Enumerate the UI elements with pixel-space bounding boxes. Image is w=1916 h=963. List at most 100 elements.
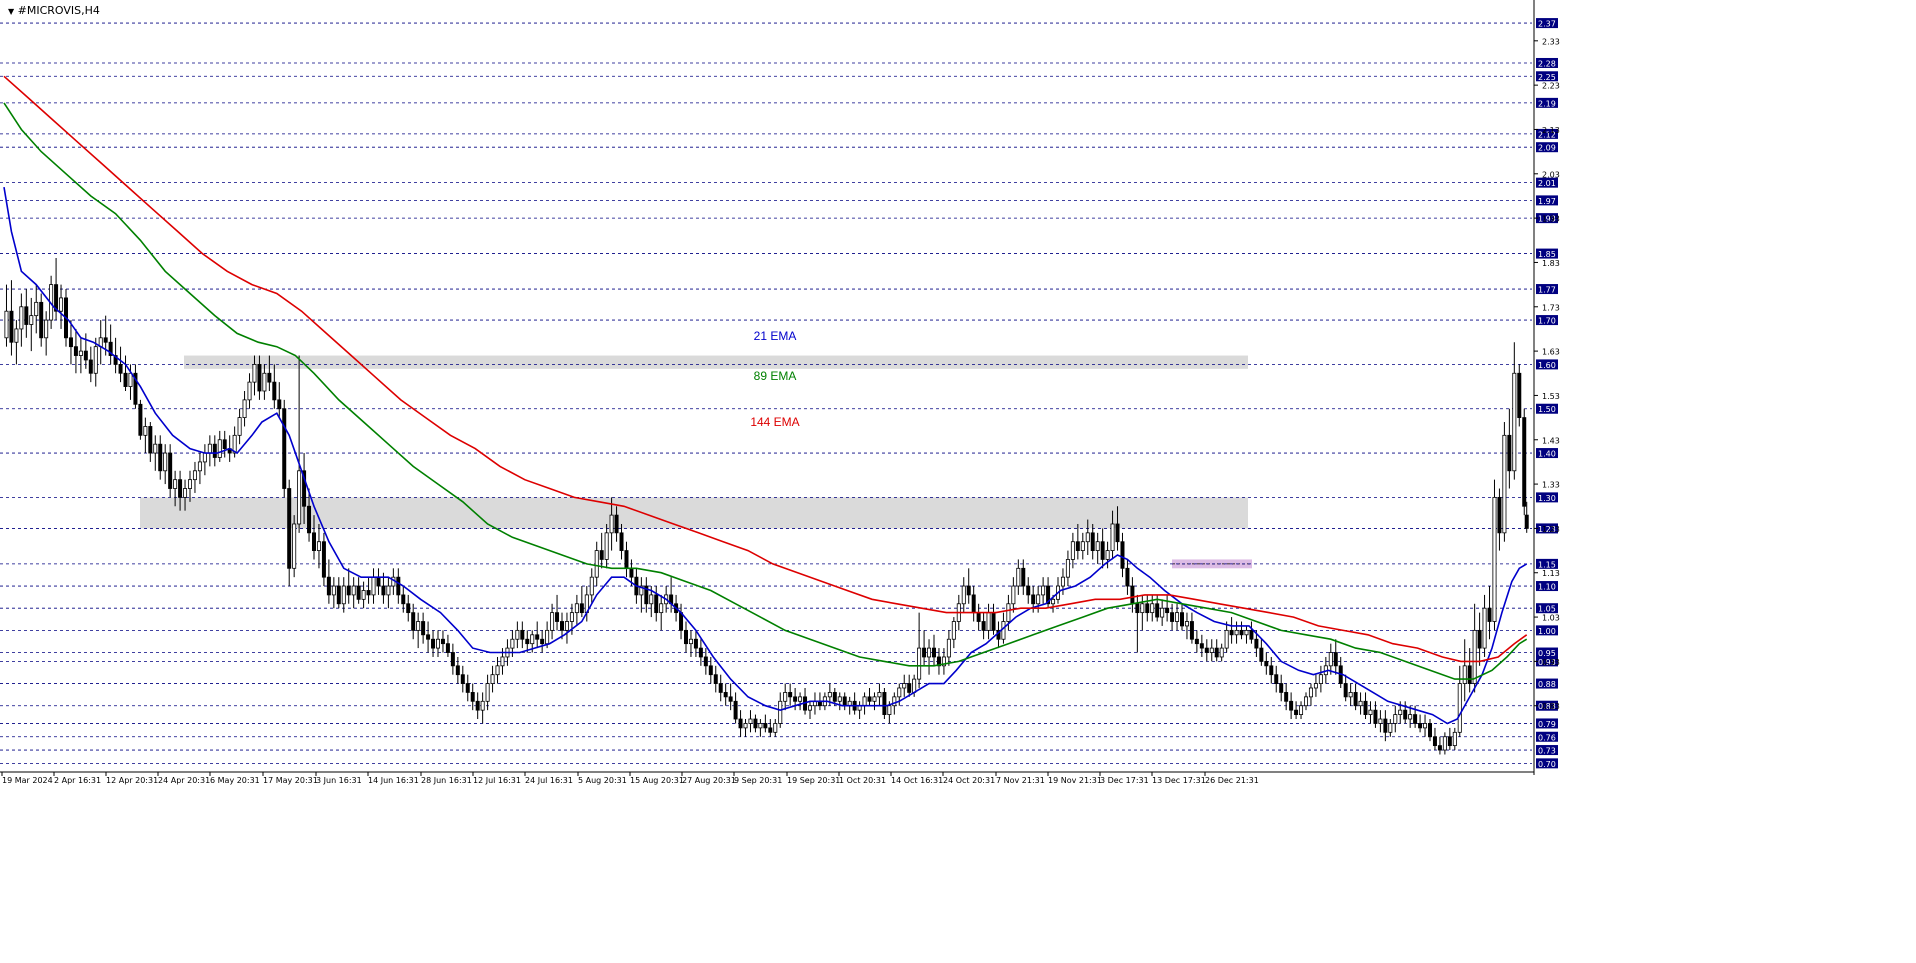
candle [703,648,708,675]
candle [1487,586,1492,640]
candle [941,648,946,675]
candle [1075,523,1080,560]
y-tick-label: 1.03 [1542,614,1560,623]
level-label-box [1536,248,1558,259]
level-label: 1.93 [1538,215,1556,224]
candle [713,665,718,693]
candle [1432,727,1437,751]
candle [341,577,346,613]
candle [951,617,956,649]
level-label-box [1536,625,1558,636]
candle [445,634,450,657]
candle [555,594,560,631]
candle [1457,665,1462,737]
candle [123,355,128,391]
candle [113,337,118,374]
candle [346,568,351,604]
level-label-box [1536,57,1558,68]
candle [1259,639,1264,666]
candle [1299,701,1304,720]
candle [1219,643,1224,662]
level-label: 2.25 [1538,73,1556,82]
candle [1100,528,1105,569]
candle [981,612,986,640]
ema-line-144-ema [3,75,1528,663]
ema-line-89-ema [3,102,1528,680]
candle [68,320,73,365]
candle [108,324,113,365]
level-label-box [1536,758,1558,769]
ema-label-2: 89 EMA [754,369,797,383]
candle [292,515,297,578]
level-label-box [1536,195,1558,206]
candle [867,687,872,706]
x-tick-label: 13 Dec 17:31 [1152,776,1206,785]
level-label: 2.09 [1538,144,1556,153]
candle [946,630,951,666]
candle [1085,519,1090,556]
level-label: 1.05 [1538,605,1556,614]
candle [837,692,842,711]
candle [1318,665,1323,693]
candle [450,643,455,675]
candle [1368,701,1373,724]
level-label: 1.10 [1538,583,1556,592]
level-label: 1.97 [1538,197,1556,206]
x-tick-label: 14 Oct 16:31 [891,776,943,785]
candle [311,515,316,560]
level-label-box [1536,678,1558,689]
candle [1333,639,1338,675]
level-label: 0.93 [1538,658,1556,667]
level-label: 0.73 [1538,747,1556,756]
candle [1120,532,1125,578]
level-label: 1.77 [1538,286,1556,295]
candle [1447,727,1452,751]
candle [1065,550,1070,587]
candle [614,506,619,542]
candle [257,355,262,400]
candle [138,399,143,440]
candle [1378,710,1383,733]
candle [515,621,520,649]
candle [936,648,941,675]
symbol-dropdown-icon[interactable]: ▼ [8,7,15,16]
candle [604,523,609,569]
candle [1214,639,1219,662]
candle [1204,639,1209,662]
candle [639,577,644,613]
x-tick-label: 19 Nov 21:31 [1048,776,1102,785]
level-label: 1.00 [1538,627,1556,636]
level-label: 1.70 [1538,317,1556,326]
candle [1358,692,1363,715]
candle [406,594,411,622]
candle [59,284,64,329]
candle [247,373,252,409]
candle [1512,342,1517,480]
candle [684,621,689,653]
level-label: 1.30 [1538,494,1556,503]
x-tick-label: 3 Dec 17:31 [1100,776,1149,785]
candle [927,639,932,675]
candle [1289,692,1294,720]
level-label-box [1536,177,1558,188]
candle [178,470,183,511]
y-tick-label: 1.73 [1542,303,1560,312]
candle [143,417,148,454]
candle [490,665,495,693]
level-label: 0.76 [1538,733,1556,742]
candle [475,692,480,720]
candle [1383,710,1388,742]
y-tick-label: 2.23 [1542,82,1560,91]
candle [1264,652,1269,675]
candle [718,674,723,702]
candle [1348,683,1353,706]
level-label-box [1536,403,1558,414]
candle [1284,683,1289,711]
level-label-box [1536,603,1558,614]
x-tick-label: 26 Dec 21:31 [1205,776,1259,785]
candle [1274,665,1279,693]
candle [1165,594,1170,622]
candle [480,692,485,724]
candle [619,523,624,560]
